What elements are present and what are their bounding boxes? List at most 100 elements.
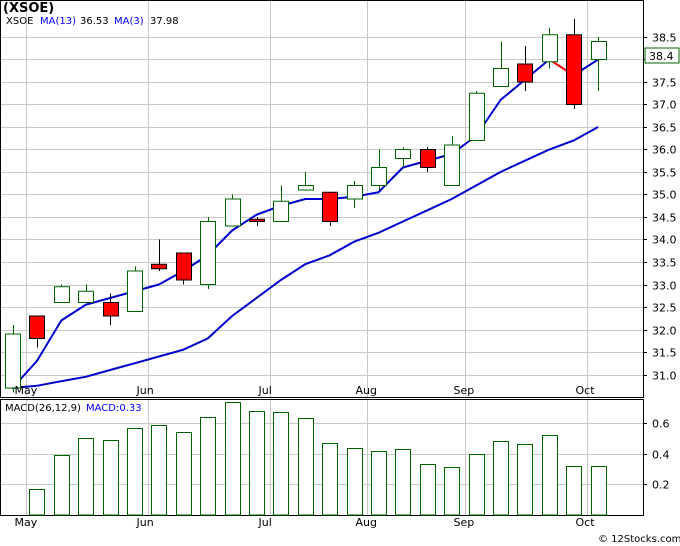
candle-up	[542, 34, 558, 63]
price-tick-label: 32.0	[652, 325, 677, 338]
legend-ma13-label: MA(13)	[40, 16, 76, 27]
price-tick-label: 31.5	[652, 347, 677, 360]
macd-bar	[493, 441, 509, 516]
macd-bar	[78, 438, 94, 516]
macd-name: MACD(26,12,9)	[5, 403, 81, 414]
price-tick-label: 32.5	[652, 302, 677, 315]
month-label: Oct	[576, 516, 596, 529]
month-labels: May May Jun Jun Jul Jul Aug Aug Sep Sep Oct Oct	[15, 384, 596, 529]
price-tick-label: 35.0	[652, 189, 677, 202]
price-tick-label: 31.0	[652, 370, 677, 383]
month-label: May	[15, 516, 38, 529]
macd-bar	[542, 435, 558, 516]
candle-down	[322, 191, 338, 222]
macd-bar	[298, 418, 314, 516]
macd-bar	[225, 402, 241, 516]
macd-bar	[420, 464, 436, 516]
price-tick-label: 34.5	[652, 212, 677, 225]
macd-tick-label: 0.6	[652, 418, 670, 431]
candle-up	[371, 167, 387, 186]
price-tick-label: 33.5	[652, 257, 677, 270]
macd-bar	[347, 448, 363, 516]
candle-up	[591, 41, 607, 60]
legend-ma3-value: 37.98	[150, 16, 179, 27]
ma3-segment	[60, 303, 87, 322]
month-label: Sep	[454, 516, 475, 529]
month-label: Jun	[136, 384, 154, 397]
price-panel-frame	[0, 0, 644, 398]
macd-tick-label: 0.2	[652, 479, 670, 492]
macd-bar	[469, 454, 485, 516]
macd-bar	[176, 432, 192, 516]
month-label: Oct	[576, 384, 596, 397]
ma3-segment	[35, 319, 63, 362]
legend-ticker: XSOE	[6, 16, 33, 27]
candle-up	[444, 144, 460, 186]
macd-bar	[273, 412, 289, 516]
price-tick-label: 38.5	[652, 32, 677, 45]
price-tick-label: 36.0	[652, 144, 677, 157]
price-tick-label: 37.5	[652, 77, 677, 90]
chart-symbol: (XSOE)	[3, 1, 54, 16]
moving-average-lines	[11, 58, 600, 389]
copyright: © 12Stocks.com	[598, 534, 680, 545]
price-tick-label: 35.5	[652, 167, 677, 180]
macd-bar	[249, 411, 265, 516]
macd-bar	[151, 425, 167, 516]
candle-up	[395, 149, 411, 159]
macd-tick-label: 0.4	[652, 449, 670, 462]
macd-bar	[127, 428, 143, 516]
macd-value: MACD:0.33	[86, 403, 142, 414]
month-label: Sep	[454, 384, 475, 397]
candle-up	[54, 286, 70, 303]
candle-up	[225, 198, 241, 227]
ma13-line	[12, 126, 599, 389]
macd-bar	[566, 466, 582, 516]
candle-down	[249, 218, 265, 222]
month-label: Aug	[356, 516, 377, 529]
ma3-segment	[231, 213, 258, 232]
macd-bar	[371, 451, 387, 516]
macd-bar	[591, 466, 607, 516]
candle-up	[273, 200, 289, 222]
price-tick-label: 36.5	[652, 122, 677, 135]
macd-bar	[517, 444, 533, 516]
macd-bar	[200, 417, 216, 516]
price-tick-label: 34.0	[652, 234, 677, 247]
candle-down	[29, 315, 45, 339]
month-label: May	[15, 384, 38, 397]
candle-down	[151, 263, 167, 270]
last-price-tag-box	[644, 47, 680, 64]
candle-up	[493, 68, 509, 87]
ma3-segment	[84, 297, 112, 306]
macd-bar	[54, 455, 70, 516]
legend-ma3-label: MA(3)	[114, 16, 144, 27]
candle-up	[469, 92, 485, 141]
candle-up	[200, 221, 216, 285]
price-tick-label: 37.0	[652, 99, 677, 112]
candle-down	[566, 34, 582, 105]
month-label: Jun	[136, 516, 154, 529]
candlesticks	[5, 19, 607, 393]
candle-down	[517, 63, 533, 83]
macd-bar	[103, 440, 119, 516]
candle-up	[298, 185, 314, 191]
month-label: Jul	[258, 516, 272, 529]
candle-down	[176, 252, 192, 281]
ma3-segment	[499, 78, 526, 101]
price-tick-label: 33.0	[652, 280, 677, 293]
macd-bar	[444, 467, 460, 516]
month-label: Jul	[258, 384, 272, 397]
macd-bars	[29, 402, 607, 516]
macd-axis-ticks: 0.2 0.4 0.6	[643, 418, 670, 492]
legend-ma13-value: 36.53	[80, 16, 109, 27]
macd-bar	[29, 489, 45, 516]
candle-up	[78, 290, 94, 303]
price-axis-ticks: 31.0 31.5 32.0 32.5 33.0 33.5 34.0 34.5 35.0 35.5…	[643, 32, 677, 383]
macd-bar	[322, 443, 338, 516]
candle-down	[103, 302, 119, 317]
candle-up	[5, 333, 21, 389]
month-label: Aug	[356, 384, 377, 397]
ma3-segment	[377, 166, 404, 194]
